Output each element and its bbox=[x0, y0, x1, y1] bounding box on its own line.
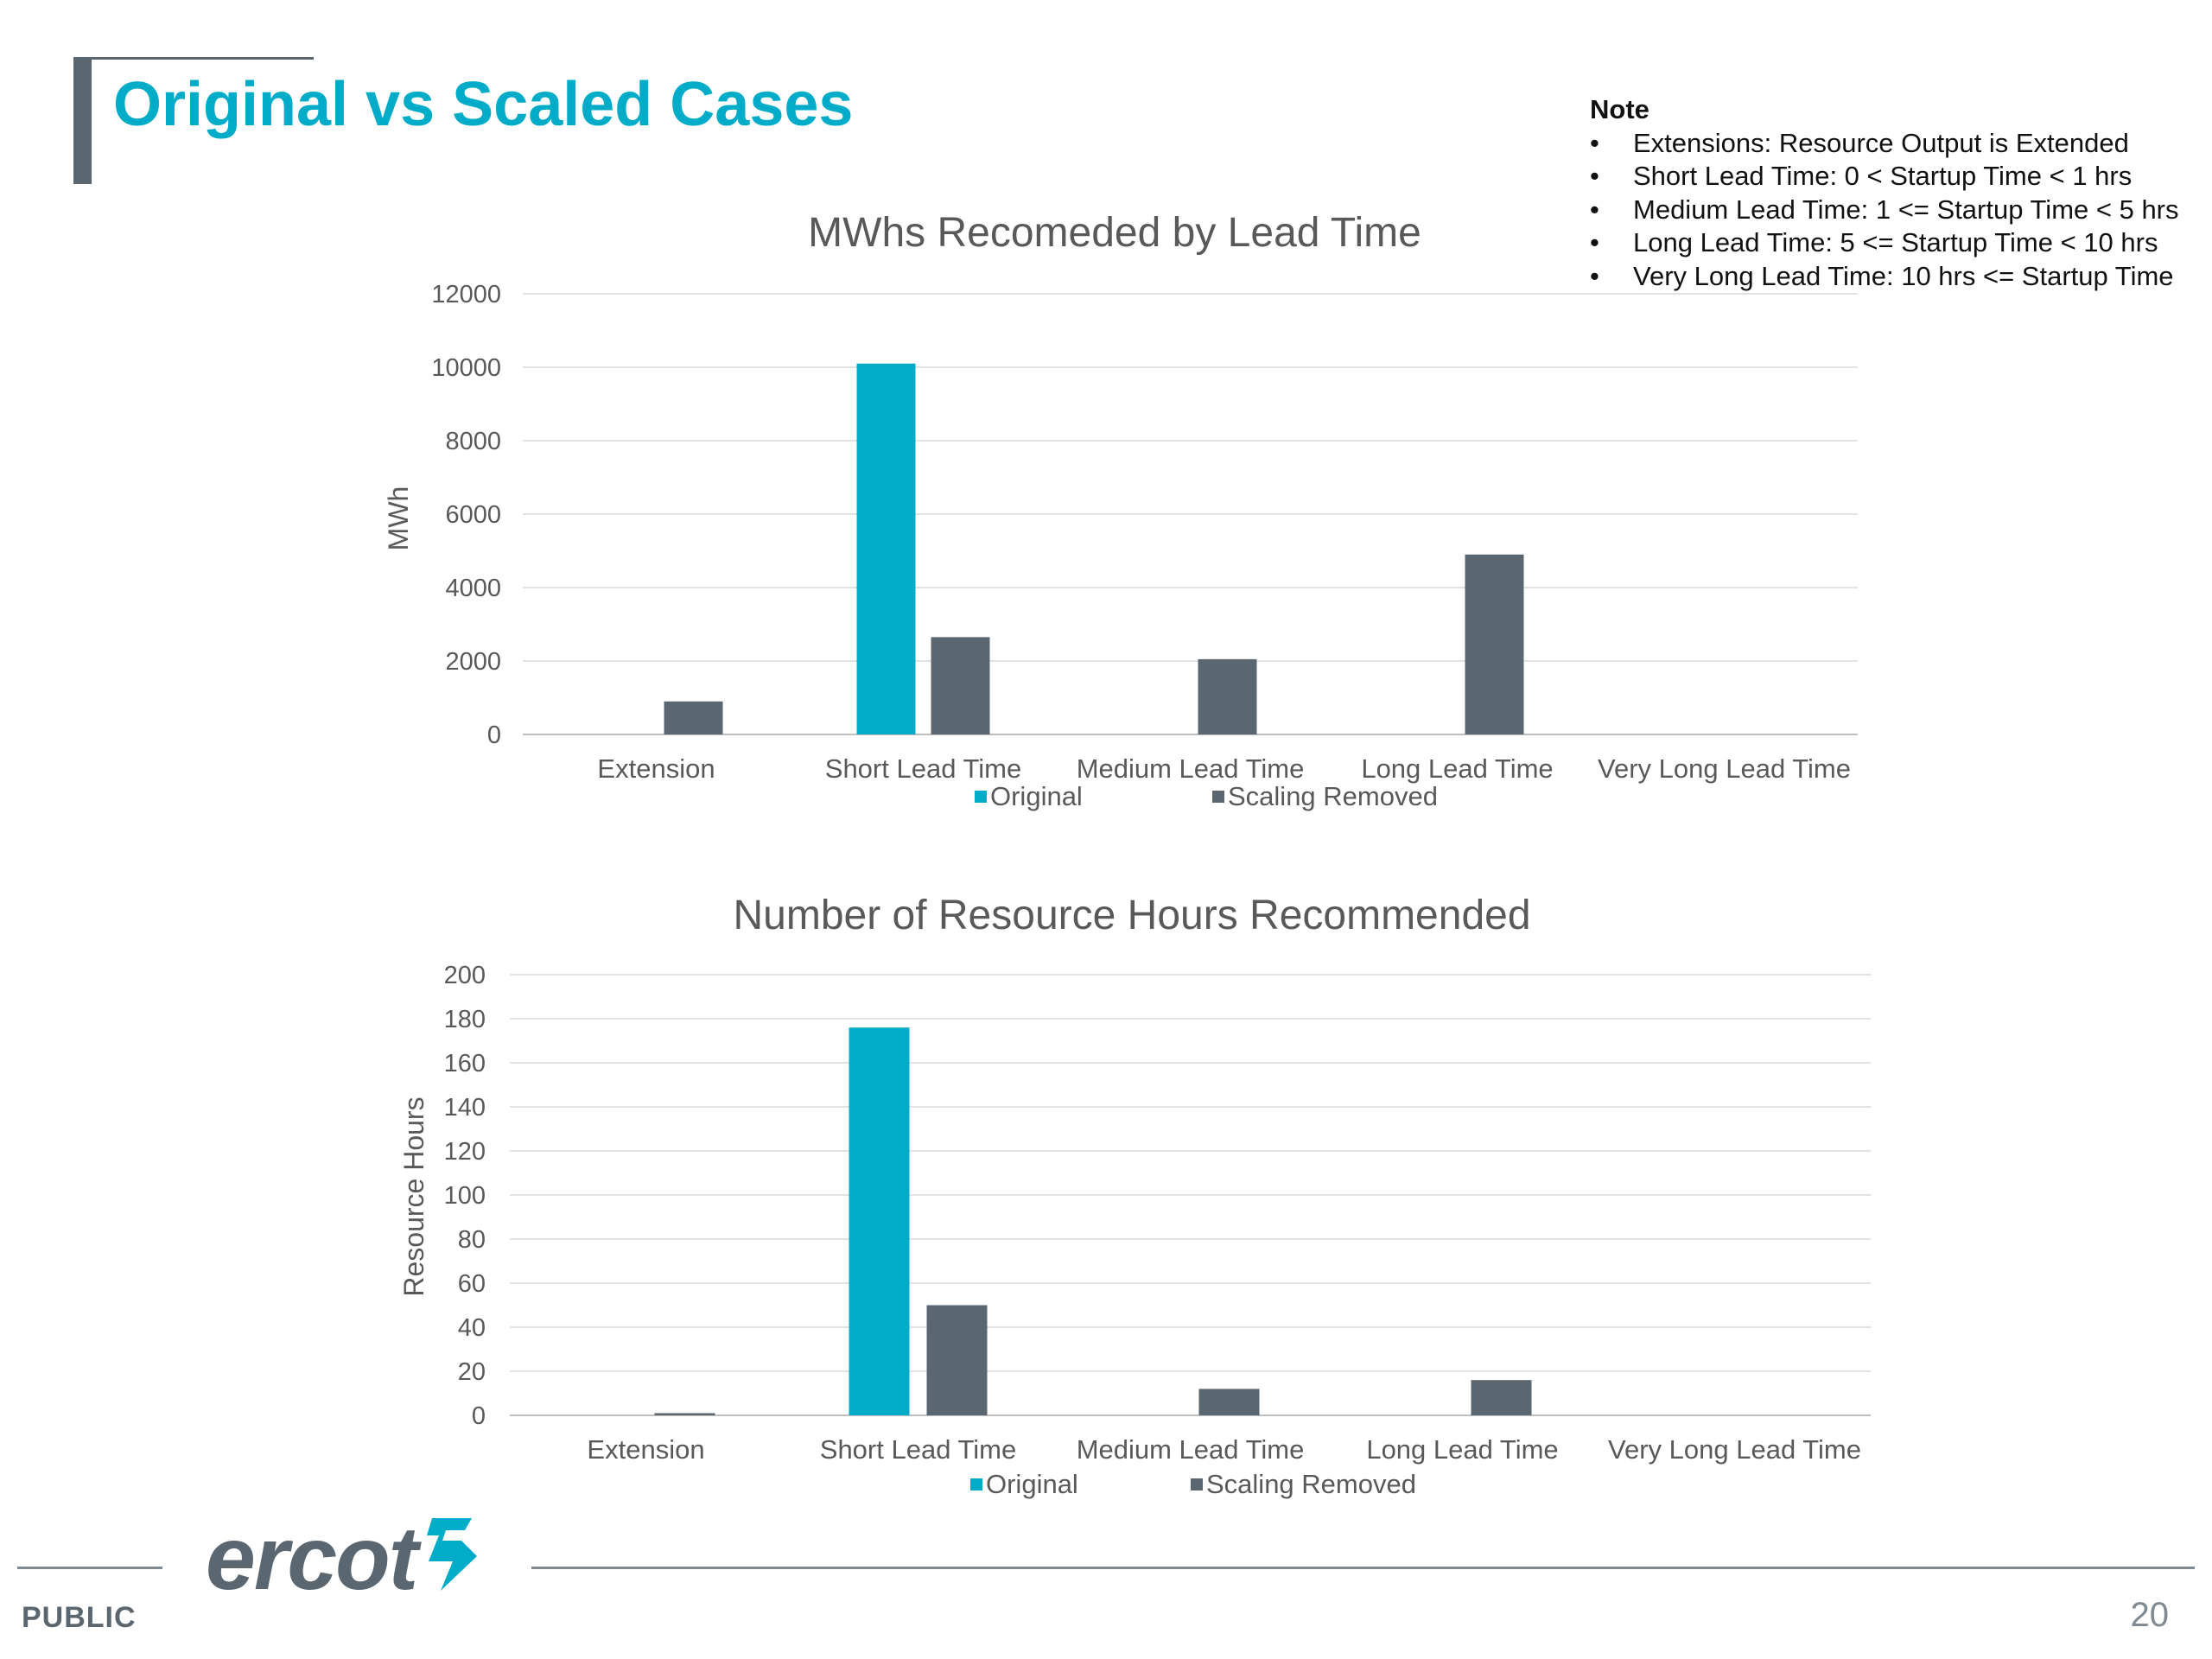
bar-scaling-removed bbox=[654, 1413, 715, 1415]
x-tick-label: Very Long Lead Time bbox=[1608, 1434, 1861, 1465]
note-item-text: Very Long Lead Time: 10 hrs <= Startup T… bbox=[1633, 260, 2174, 291]
note-item: • Long Lead Time: 5 <= Startup Time < 10 … bbox=[1590, 226, 2179, 260]
y-tick-label: 0 bbox=[472, 1402, 486, 1430]
y-axis-label: Resource Hours bbox=[398, 1096, 429, 1296]
x-tick-label: Short Lead Time bbox=[825, 753, 1021, 784]
chart-title: Number of Resource Hours Recommended bbox=[733, 893, 1530, 938]
bar-scaling-removed bbox=[931, 637, 990, 734]
note-heading: Note bbox=[1590, 94, 1649, 124]
note-item: • Short Lead Time: 0 < Startup Time < 1 h… bbox=[1590, 160, 2179, 194]
y-tick-label: 40 bbox=[458, 1314, 486, 1342]
bullet-icon: • bbox=[1590, 127, 1599, 158]
resource-hours-bar-chart: Number of Resource Hours Recommended Reso… bbox=[398, 893, 1871, 1499]
y-tick-label: 20 bbox=[458, 1358, 486, 1386]
legend-label: Scaling Removed bbox=[1206, 1469, 1416, 1499]
note-box: Note • Extensions: Resource Output is Ext… bbox=[1590, 93, 2179, 293]
bar-scaling-removed bbox=[1471, 1380, 1532, 1415]
page-number: 20 bbox=[2130, 1596, 2170, 1634]
note-item-text: Extensions: Resource Output is Extended bbox=[1633, 127, 2129, 158]
legend-label: Scaling Removed bbox=[1228, 781, 1438, 811]
x-tick-label: Extension bbox=[597, 753, 715, 784]
note-item-text: Long Lead Time: 5 <= Startup Time < 10 h… bbox=[1633, 227, 2158, 257]
bullet-icon: • bbox=[1590, 260, 1599, 291]
y-tick-label: 180 bbox=[444, 1006, 486, 1033]
y-tick-label: 160 bbox=[444, 1050, 486, 1077]
y-tick-label: 60 bbox=[458, 1270, 486, 1298]
y-tick-label: 8000 bbox=[445, 428, 501, 455]
lightning-bolt-icon bbox=[427, 1518, 477, 1591]
note-list: • Extensions: Resource Output is Extended… bbox=[1590, 127, 2179, 294]
x-tick-label: Long Lead Time bbox=[1361, 753, 1553, 784]
legend-label: Original bbox=[986, 1469, 1078, 1499]
legend-swatch bbox=[1212, 791, 1224, 803]
y-tick-label: 200 bbox=[444, 962, 486, 989]
note-item: • Extensions: Resource Output is Extended bbox=[1590, 127, 2179, 161]
title-accent-bar-left bbox=[73, 57, 92, 184]
bar-scaling-removed bbox=[1465, 554, 1524, 734]
y-tick-label: 120 bbox=[444, 1138, 486, 1166]
note-item-text: Short Lead Time: 0 < Startup Time < 1 hr… bbox=[1633, 161, 2133, 191]
legend-label: Original bbox=[990, 781, 1083, 811]
bullet-icon: • bbox=[1590, 161, 1599, 191]
y-tick-label: 2000 bbox=[445, 648, 501, 676]
title-accent-bar-top bbox=[73, 57, 314, 60]
bar-scaling-removed bbox=[1198, 1389, 1260, 1415]
note-item: • Medium Lead Time: 1 <= Startup Time < 5… bbox=[1590, 194, 2179, 227]
classification-label: PUBLIC bbox=[22, 1601, 137, 1634]
note-item-text: Medium Lead Time: 1 <= Startup Time < 5 … bbox=[1633, 194, 2179, 225]
bar-original bbox=[856, 363, 916, 734]
bar-scaling-removed bbox=[926, 1305, 988, 1415]
ercot-logo-wordmark: ercot bbox=[206, 1509, 418, 1609]
mwh-bar-chart: MWhs Recomeded by Lead Time MWh 0 2000 4000 6… bbox=[383, 210, 1858, 811]
y-axis-label: MWh bbox=[383, 486, 414, 551]
legend-swatch bbox=[1191, 1478, 1203, 1491]
chart-title: MWhs Recomeded by Lead Time bbox=[808, 210, 1421, 256]
footer-rule-left bbox=[17, 1567, 162, 1569]
y-tick-label: 80 bbox=[458, 1226, 486, 1254]
x-tick-label: Long Lead Time bbox=[1366, 1434, 1558, 1465]
x-tick-label: Medium Lead Time bbox=[1077, 1434, 1305, 1465]
x-tick-label: Medium Lead Time bbox=[1077, 753, 1305, 784]
y-tick-label: 12000 bbox=[431, 281, 501, 308]
note-item: • Very Long Lead Time: 10 hrs <= Startup … bbox=[1590, 260, 2179, 294]
legend-swatch bbox=[975, 791, 987, 803]
y-tick-label: 0 bbox=[487, 721, 501, 749]
bar-original bbox=[849, 1027, 910, 1415]
legend-swatch bbox=[970, 1478, 982, 1491]
y-tick-label: 140 bbox=[444, 1094, 486, 1122]
bar-scaling-removed bbox=[1198, 658, 1257, 734]
x-tick-label: Very Long Lead Time bbox=[1598, 753, 1851, 784]
y-tick-label: 100 bbox=[444, 1182, 486, 1210]
y-tick-label: 4000 bbox=[445, 575, 501, 602]
x-tick-label: Short Lead Time bbox=[820, 1434, 1016, 1465]
bullet-icon: • bbox=[1590, 227, 1599, 257]
bullet-icon: • bbox=[1590, 194, 1599, 225]
y-tick-label: 10000 bbox=[431, 354, 501, 382]
x-tick-label: Extension bbox=[587, 1434, 704, 1465]
slide-title: Original vs Scaled Cases bbox=[113, 70, 854, 139]
bar-scaling-removed bbox=[664, 701, 723, 734]
footer-rule-right bbox=[531, 1567, 2195, 1569]
y-tick-label: 6000 bbox=[445, 501, 501, 529]
